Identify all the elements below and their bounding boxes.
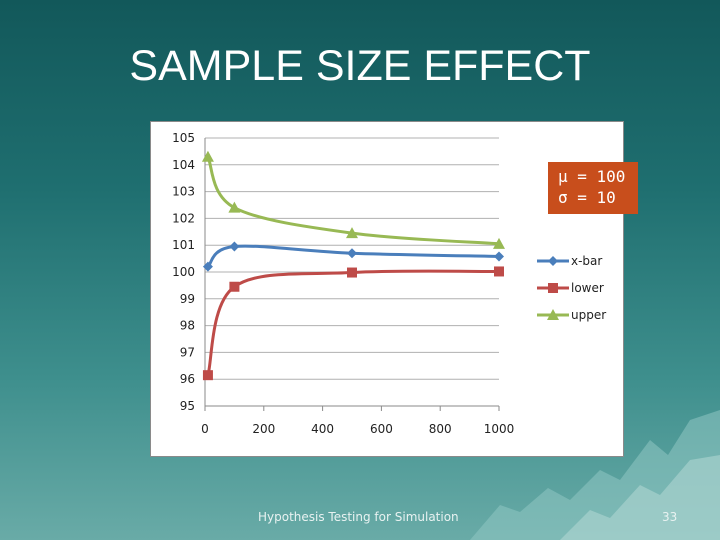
legend-marker-upper bbox=[547, 309, 559, 320]
legend-marker-lower bbox=[548, 283, 558, 293]
x-tick-label: 400 bbox=[311, 422, 334, 436]
footer-text: Hypothesis Testing for Simulation bbox=[258, 510, 459, 524]
x-tick-label: 800 bbox=[429, 422, 452, 436]
y-tick-label: 103 bbox=[172, 185, 195, 199]
y-tick-label: 104 bbox=[172, 158, 195, 172]
data-point-upper bbox=[201, 150, 214, 162]
y-tick-label: 101 bbox=[172, 238, 195, 252]
y-tick-label: 99 bbox=[180, 292, 195, 306]
data-point-x-bar bbox=[347, 248, 357, 259]
series-line-upper bbox=[206, 156, 500, 246]
x-tick-label: 0 bbox=[201, 422, 209, 436]
y-tick-label: 98 bbox=[180, 319, 195, 333]
data-point-upper bbox=[228, 201, 241, 213]
data-point-x-bar bbox=[494, 251, 504, 262]
legend-marker-x-bar bbox=[548, 256, 558, 266]
chart-container: 95 96 97 98 99 100 101 102 103 104 105 0 200 400 600 80… bbox=[150, 121, 624, 457]
y-tick-label: 105 bbox=[172, 131, 195, 145]
line-chart: 95 96 97 98 99 100 101 102 103 104 105 0 200 400 600 80… bbox=[172, 131, 606, 436]
legend-label-x-bar: x-bar bbox=[571, 254, 602, 268]
data-point-x-bar bbox=[202, 261, 213, 272]
mu-label: μ = 100 bbox=[558, 167, 626, 186]
y-tick-label: 96 bbox=[180, 372, 195, 386]
data-point-lower bbox=[202, 370, 213, 381]
data-point-lower bbox=[494, 266, 504, 277]
y-tick-label: 100 bbox=[172, 265, 195, 279]
sigma-label: σ = 10 bbox=[558, 188, 616, 207]
x-tick-label: 200 bbox=[252, 422, 275, 436]
legend-label-upper: upper bbox=[571, 308, 606, 322]
x-tick-label: 1000 bbox=[484, 422, 515, 436]
data-point-upper bbox=[346, 227, 358, 239]
data-point-x-bar bbox=[229, 241, 240, 252]
page-number: 33 bbox=[662, 510, 678, 524]
data-point-lower bbox=[347, 267, 357, 278]
y-tick-label: 97 bbox=[180, 345, 195, 359]
series-line-x-bar bbox=[206, 244, 500, 268]
data-point-lower bbox=[229, 281, 240, 292]
slide-title: SAMPLE SIZE EFFECT bbox=[129, 42, 591, 90]
y-tick-label: 95 bbox=[180, 399, 195, 413]
y-tick-label: 102 bbox=[172, 211, 195, 225]
data-point-upper bbox=[493, 237, 505, 249]
x-tick-label: 600 bbox=[370, 422, 393, 436]
parameter-box: μ = 100 σ = 10 bbox=[548, 162, 638, 214]
legend-label-lower: lower bbox=[571, 281, 604, 295]
series-line-lower bbox=[206, 269, 500, 376]
